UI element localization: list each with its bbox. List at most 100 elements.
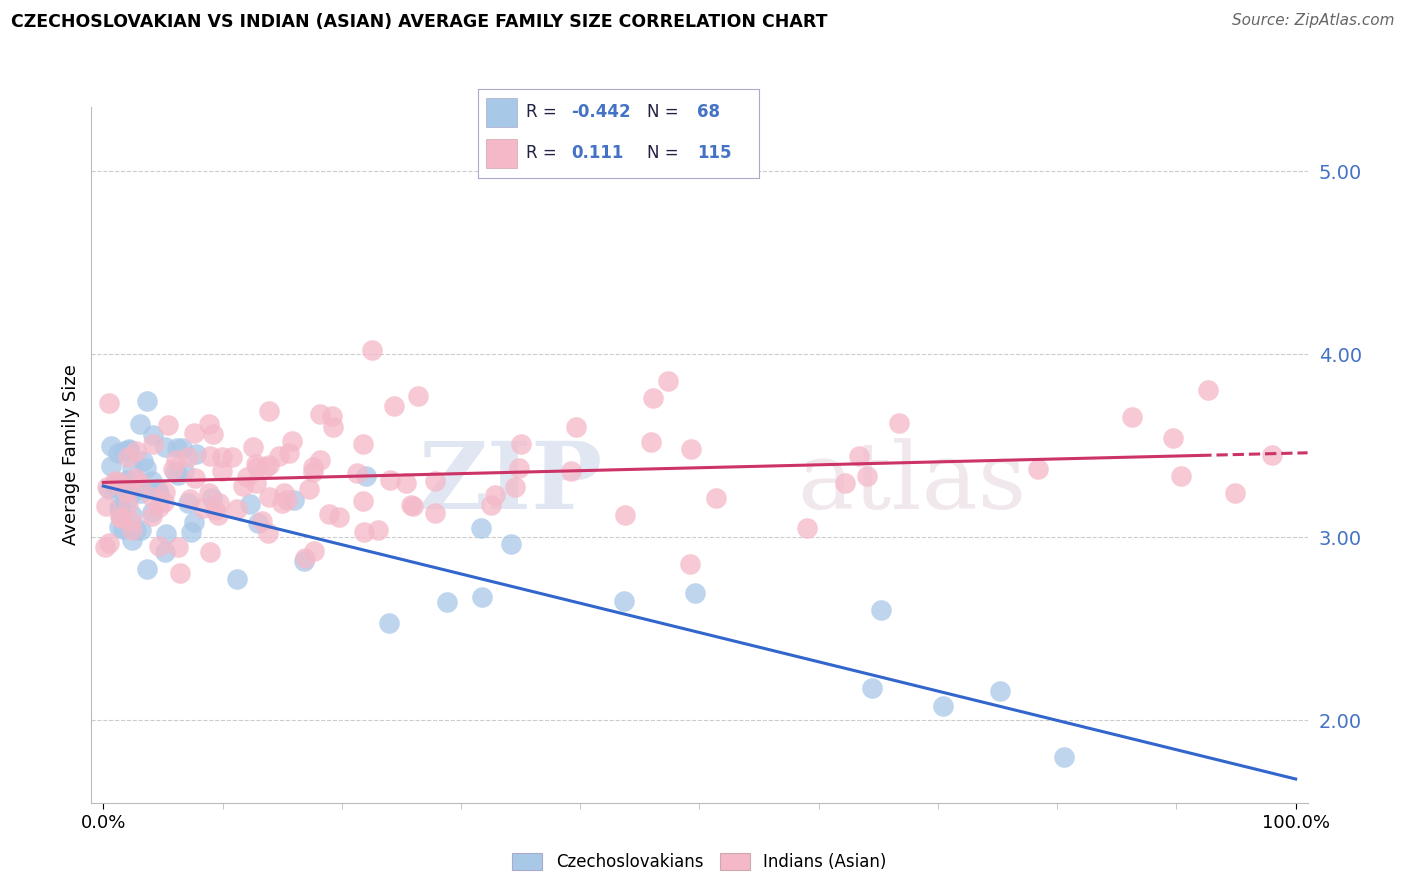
Point [129, 476, 152, 491]
Point [129, 417, 152, 431]
Point [1121, 410, 1143, 425]
Point [127, 483, 149, 497]
Point [111, 523, 134, 537]
Point [156, 418, 179, 433]
Point [146, 482, 169, 496]
Point [346, 466, 368, 480]
Point [283, 492, 305, 507]
Point [353, 524, 375, 539]
Point [869, 603, 891, 617]
Point [250, 514, 273, 528]
Point [613, 508, 636, 523]
Point [118, 442, 141, 457]
Point [198, 486, 221, 500]
Point [201, 491, 224, 506]
Point [207, 508, 229, 523]
Point [245, 475, 267, 490]
Point [399, 498, 422, 512]
Point [94, 499, 117, 513]
Point [479, 498, 502, 512]
Point [173, 464, 195, 478]
Point [117, 497, 139, 511]
Point [118, 476, 141, 491]
Point [225, 572, 247, 586]
Text: 0.111: 0.111 [571, 145, 623, 162]
Point [118, 442, 141, 457]
Point [271, 496, 294, 510]
Point [292, 553, 315, 567]
Point [115, 473, 138, 487]
Point [180, 524, 202, 539]
Point [100, 439, 122, 453]
Point [100, 458, 122, 473]
Text: R =: R = [526, 103, 557, 121]
Point [108, 520, 131, 534]
Point [1170, 468, 1192, 483]
Point [256, 526, 278, 541]
Point [245, 457, 267, 471]
Point [354, 469, 377, 483]
Point [257, 490, 280, 504]
Point [367, 524, 389, 538]
Point [276, 492, 298, 507]
Point [239, 497, 262, 511]
Bar [486, 98, 517, 127]
Point [141, 428, 163, 442]
Point [889, 416, 911, 430]
Point [613, 594, 636, 608]
Point [679, 557, 702, 571]
Point [470, 521, 492, 535]
Point [704, 491, 727, 506]
Point [360, 343, 382, 358]
Point [129, 523, 152, 537]
Point [232, 479, 254, 493]
Point [96, 480, 118, 494]
Point [221, 450, 243, 464]
Point [166, 467, 188, 482]
Point [141, 508, 163, 523]
Point [141, 475, 163, 489]
Point [679, 442, 702, 457]
Point [395, 475, 418, 490]
Point [141, 505, 163, 519]
Point [141, 491, 163, 505]
Point [162, 462, 184, 476]
Point [302, 465, 325, 479]
Point [118, 491, 141, 505]
Point [1026, 462, 1049, 476]
Point [148, 485, 170, 500]
Point [110, 504, 132, 518]
Point [322, 420, 344, 434]
Point [1053, 750, 1076, 764]
Point [352, 437, 374, 451]
Point [278, 446, 301, 460]
Point [124, 444, 146, 458]
Point [191, 500, 214, 515]
Point [142, 436, 165, 450]
Point [153, 441, 176, 455]
Point [114, 484, 136, 499]
Text: 115: 115 [697, 145, 733, 162]
Point [103, 474, 125, 488]
Point [112, 444, 135, 458]
Point [202, 426, 225, 441]
Point [148, 500, 170, 514]
Point [117, 450, 139, 464]
Point [97, 396, 120, 410]
Point [508, 460, 530, 475]
Point [796, 521, 818, 535]
Point [406, 389, 429, 403]
Point [382, 399, 405, 413]
Point [200, 450, 222, 464]
Point [121, 523, 143, 537]
Point [183, 515, 205, 529]
Point [211, 464, 233, 478]
Point [246, 516, 269, 531]
Point [254, 459, 277, 474]
Point [165, 466, 187, 480]
Text: -0.442: -0.442 [571, 103, 630, 121]
Point [309, 453, 332, 467]
Point [155, 545, 177, 559]
Bar [486, 139, 517, 168]
Point [565, 420, 588, 434]
